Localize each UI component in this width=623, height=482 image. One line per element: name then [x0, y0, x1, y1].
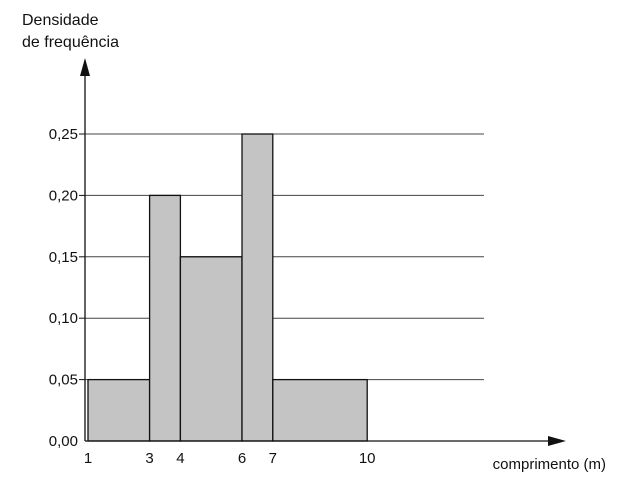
histogram-bar [272, 378, 368, 442]
y-tick-label: 0,10 [49, 310, 78, 327]
y-axis-title-line-2: de frequência [22, 34, 119, 51]
bars [87, 133, 368, 442]
x-tick-label: 6 [238, 450, 246, 467]
y-tick-label: 0,20 [49, 187, 78, 204]
x-tick-label: 7 [269, 450, 277, 467]
y-axis-arrow-icon [80, 58, 90, 76]
histogram-bar [241, 133, 274, 442]
x-tick-labels: 1 3 4 6 7 10 [84, 450, 376, 467]
axes [80, 58, 566, 446]
y-axis-title: Densidade de frequência [22, 10, 119, 54]
histogram-bar [148, 194, 182, 442]
histogram-bar [179, 256, 243, 442]
x-tick-label: 10 [359, 450, 376, 467]
x-axis-title: comprimento (m) [493, 456, 606, 473]
x-tick-label: 3 [145, 450, 153, 467]
y-tick-label: 0,00 [49, 433, 78, 450]
x-axis-arrow-icon [548, 436, 566, 446]
y-tick-labels: 0,00 0,05 0,10 0,15 0,20 0,25 [49, 126, 78, 450]
y-axis-title-line-1: Densidade [22, 12, 99, 29]
y-tick-label: 0,25 [49, 126, 78, 143]
y-tick-label: 0,15 [49, 249, 78, 266]
x-tick-label: 1 [84, 450, 92, 467]
x-tick-label: 4 [176, 450, 184, 467]
grid-lines [79, 133, 484, 381]
histogram-bar [87, 378, 151, 442]
y-tick-label: 0,05 [49, 372, 78, 389]
